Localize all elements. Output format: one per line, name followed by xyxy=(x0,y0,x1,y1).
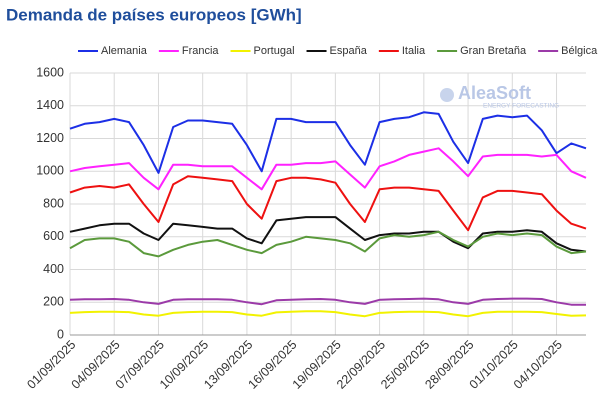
y-tick-label: 800 xyxy=(43,196,64,210)
legend-label: Bélgica xyxy=(561,45,598,57)
y-tick-label: 0 xyxy=(57,327,64,341)
chart-title: Demanda de países europeos [GWh] xyxy=(6,5,302,24)
x-tick-label: 04/10/2025 xyxy=(511,338,565,392)
series-line xyxy=(69,310,587,318)
series-line xyxy=(69,216,587,253)
y-tick-label: 1400 xyxy=(36,98,64,112)
y-tick-label: 600 xyxy=(43,229,64,243)
y-tick-label: 200 xyxy=(43,295,64,309)
series-line xyxy=(69,297,586,306)
series-line xyxy=(69,175,587,232)
y-tick-label: 1200 xyxy=(36,131,64,145)
legend-label: Francia xyxy=(182,45,220,57)
series-line xyxy=(69,147,587,191)
watermark-brand: AleaSoft xyxy=(458,83,531,103)
watermark-logo xyxy=(440,88,454,102)
y-tick-label: 400 xyxy=(43,262,64,276)
watermark-tagline: ENERGY FORECASTING xyxy=(483,103,559,110)
legend-label: Gran Bretaña xyxy=(460,45,527,57)
watermark: AleaSoft ENERGY FORECASTING xyxy=(440,83,559,110)
legend-label: Alemania xyxy=(101,45,148,57)
series-line xyxy=(69,230,587,258)
legend-label: España xyxy=(330,45,368,57)
series-line xyxy=(69,111,587,174)
legend-label: Italia xyxy=(402,45,426,57)
legend-label: Portugal xyxy=(254,45,295,57)
y-tick-label: 1600 xyxy=(36,65,64,79)
y-tick-label: 1000 xyxy=(36,164,64,178)
